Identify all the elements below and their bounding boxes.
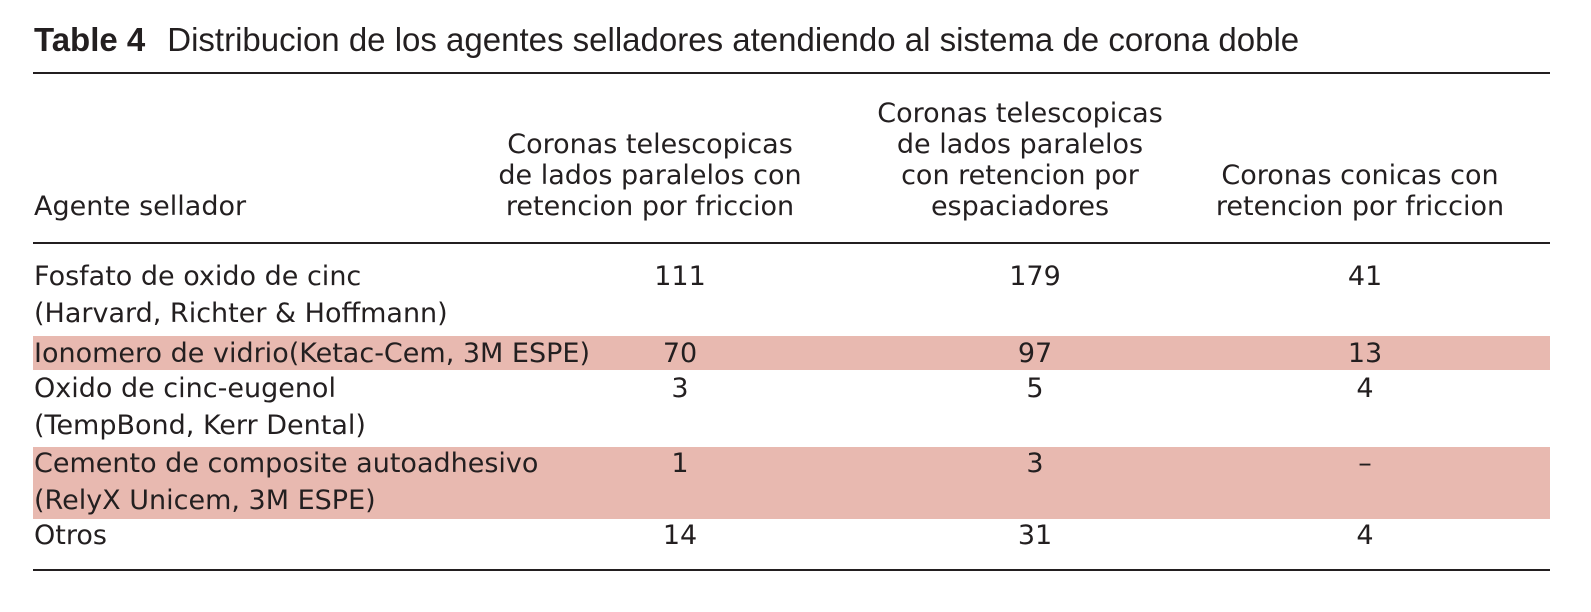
value-cell: 179 <box>1009 261 1061 292</box>
value-cell: 5 <box>1026 373 1044 404</box>
table-row: Cemento de composite autoadhesivo (RelyX… <box>34 445 1550 521</box>
row-highlight <box>33 447 1550 519</box>
table-title: Table 4 Distribucion de los agentes sella… <box>34 18 1299 62</box>
row-highlight <box>33 336 1550 370</box>
agent-cell: Fosfato de oxido de cinc (Harvard, Richt… <box>34 261 448 329</box>
header-agent-label: Agente sellador <box>34 191 247 222</box>
header-rule <box>33 242 1550 244</box>
value-cell: – <box>1358 448 1372 479</box>
header-conical-friction-label: Coronas conicas con retencion por fricci… <box>1215 160 1505 222</box>
value-cell: 31 <box>1017 520 1053 551</box>
value-cell: 3 <box>671 373 689 404</box>
value-cell: 3 <box>1026 448 1044 479</box>
table-row: Oxido de cinc-eugenol (TempBond, Kerr De… <box>34 370 1550 446</box>
value-cell: 4 <box>1356 373 1374 404</box>
value-cell: 111 <box>654 261 706 292</box>
agent-cell: Ionomero de vidrio(Ketac-Cem, 3M ESPE) <box>34 338 590 369</box>
table-number: Table 4 <box>34 21 146 58</box>
value-cell: 41 <box>1347 261 1383 292</box>
table-row: Otros 14 31 4 <box>34 517 1550 555</box>
header-conical-friction: Coronas conicas con retencion por fricci… <box>1200 90 1520 222</box>
value-cell: 4 <box>1356 520 1374 551</box>
agent-cell: Cemento de composite autoadhesivo (RelyX… <box>34 448 539 516</box>
header-parallel-friction: Coronas telescopicas de lados paralelos … <box>480 90 820 222</box>
top-rule <box>33 72 1550 74</box>
header-parallel-friction-label: Coronas telescopicas de lados paralelos … <box>498 129 802 222</box>
value-cell: 13 <box>1347 338 1383 369</box>
value-cell: 97 <box>1017 338 1053 369</box>
value-cell: 70 <box>662 338 698 369</box>
value-cell: 1 <box>671 448 689 479</box>
table-row: Fosfato de oxido de cinc (Harvard, Richt… <box>34 258 1550 334</box>
header-parallel-spacers-label: Coronas telescopicas de lados paralelos … <box>877 98 1163 222</box>
header-agent: Agente sellador <box>34 90 334 222</box>
value-cell: 14 <box>662 520 698 551</box>
agent-cell: Oxido de cinc-eugenol (TempBond, Kerr De… <box>34 373 366 441</box>
header-parallel-spacers: Coronas telescopicas de lados paralelos … <box>860 90 1180 222</box>
bottom-rule <box>33 569 1550 571</box>
table-row: Ionomero de vidrio(Ketac-Cem, 3M ESPE) 7… <box>34 335 1550 371</box>
table-caption: Distribucion de los agentes selladores a… <box>167 21 1300 58</box>
agent-cell: Otros <box>34 520 107 551</box>
